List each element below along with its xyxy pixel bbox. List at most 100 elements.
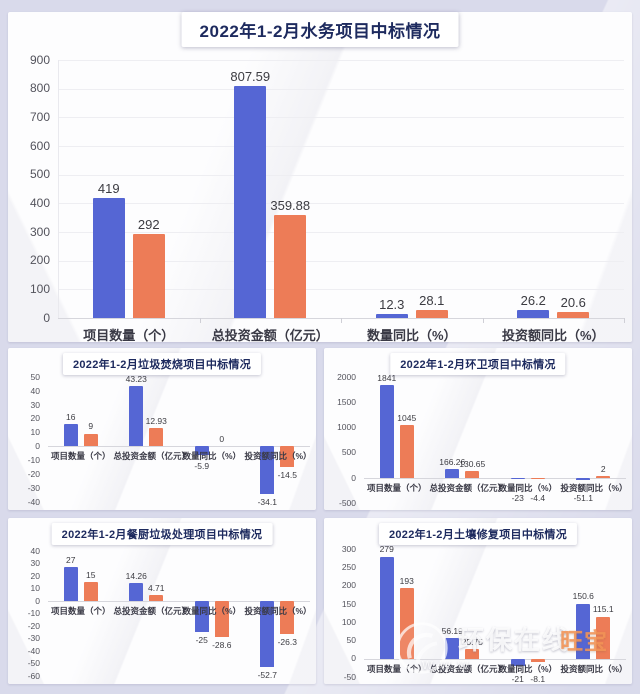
value-label: -25 xyxy=(195,635,208,646)
value-label: -28.6 xyxy=(212,639,232,650)
y-tick-label: 600 xyxy=(29,138,50,153)
category-label: 投资额同比（%） xyxy=(244,606,312,616)
bar-orange xyxy=(132,234,165,318)
value-label: -5.9 xyxy=(194,461,210,472)
y-tick-label: 250 xyxy=(341,562,356,573)
bar-blue xyxy=(510,477,525,480)
gridline xyxy=(58,146,624,147)
bar-orange xyxy=(149,428,164,447)
category-label: 数量同比（%） xyxy=(498,663,558,674)
y-axis-line xyxy=(58,60,59,318)
bar-orange xyxy=(83,582,98,601)
gridline xyxy=(58,232,624,233)
x-axis-line xyxy=(364,477,626,479)
y-tick-label: -40 xyxy=(27,496,40,507)
category-label: 投资额同比（%） xyxy=(501,328,605,342)
bar-blue xyxy=(63,567,78,601)
bar-blue xyxy=(260,601,275,667)
y-tick-label: 800 xyxy=(29,81,50,96)
axis-separator-tick xyxy=(624,318,625,323)
bar-blue xyxy=(194,446,209,455)
y-tick-label: 10 xyxy=(30,583,40,594)
category-label: 投资额同比（%） xyxy=(244,451,312,462)
y-tick-label: -50 xyxy=(343,671,356,682)
waste-incineration-chart-card: 2022年1-2月垃圾焚烧项目中标情况 50 40 30 20 10 0 -10 -20 -30… xyxy=(8,348,316,510)
value-label: 0 xyxy=(219,433,225,444)
bar-blue xyxy=(129,583,144,601)
bar-orange xyxy=(465,649,480,659)
category-label: 数量同比（%） xyxy=(182,451,242,462)
axis-separator-tick xyxy=(199,318,201,323)
y-tick-label: 1500 xyxy=(337,396,356,407)
y-tick-label: 40 xyxy=(30,545,40,556)
chart-title: 2022年1-2月土壤修复项目中标情况 xyxy=(378,523,578,545)
value-label: 1841 xyxy=(377,372,397,383)
value-label: 279 xyxy=(379,544,394,555)
x-axis-line xyxy=(48,601,310,602)
y-tick-label: -30 xyxy=(27,482,40,493)
value-label: 43.23 xyxy=(125,373,147,384)
bar-blue xyxy=(510,658,525,667)
y-tick-label: 100 xyxy=(29,281,50,296)
y-tick-label: -60 xyxy=(27,670,40,681)
y-tick-label: 0 xyxy=(35,441,40,452)
bar-blue xyxy=(194,601,209,633)
y-tick-label: 500 xyxy=(29,167,50,182)
y-tick-label: 20 xyxy=(30,570,40,581)
y-tick-label: -20 xyxy=(27,468,40,479)
y-tick-label: 400 xyxy=(29,195,50,210)
bar-blue xyxy=(379,556,394,659)
value-label: 26.2 xyxy=(520,293,546,309)
x-axis-line xyxy=(48,446,310,448)
value-label: 193 xyxy=(399,575,414,586)
bar-orange xyxy=(530,477,545,480)
y-tick-label: 20 xyxy=(30,413,40,424)
bar-orange xyxy=(415,309,448,318)
sanitation-chart-card: 2022年1-2月环卫项目中标情况 2000 1500 1000 500 0 -500 项目… xyxy=(324,348,632,510)
y-tick-label: 300 xyxy=(341,543,356,554)
y-tick-label: 30 xyxy=(30,558,40,569)
value-label: -4.4 xyxy=(530,492,546,503)
y-tick-label: -40 xyxy=(27,645,40,656)
category-label: 项目数量（个） xyxy=(50,606,111,616)
category-label: 数量同比（%） xyxy=(182,606,242,616)
bar-blue xyxy=(576,477,591,481)
bar-orange xyxy=(83,433,98,447)
y-tick-label: -20 xyxy=(27,620,40,631)
value-label: 14.26 xyxy=(125,570,147,581)
bar-blue xyxy=(129,386,144,447)
axis-separator-tick xyxy=(482,318,484,323)
y-tick-label: 200 xyxy=(29,253,50,268)
value-label: -34.1 xyxy=(257,496,277,507)
y-tick-label: 0 xyxy=(351,653,356,664)
bar-blue xyxy=(260,446,275,494)
chart-title: 2022年1-2月餐厨垃圾处理项目中标情况 xyxy=(51,523,273,545)
value-label: 419 xyxy=(97,180,120,196)
y-tick-label: 0 xyxy=(43,310,50,325)
gridline xyxy=(58,203,624,205)
value-label: 359.88 xyxy=(270,197,311,213)
y-tick-label: 10 xyxy=(30,427,40,438)
value-label: 56.19 xyxy=(441,625,463,636)
x-axis-line xyxy=(364,658,626,660)
category-label: 总投资金额（亿元） xyxy=(113,606,191,616)
gridline xyxy=(58,289,624,291)
y-tick-label: 150 xyxy=(341,598,356,609)
bar-orange xyxy=(280,446,295,467)
bar-orange xyxy=(530,658,545,662)
bar-orange xyxy=(274,214,307,318)
gridline xyxy=(58,260,624,262)
value-label: -26.3 xyxy=(277,636,297,647)
bar-orange xyxy=(399,588,414,659)
value-label: 130.65 xyxy=(459,458,486,469)
bar-blue xyxy=(92,197,125,318)
value-label: 807.59 xyxy=(230,69,271,85)
y-tick-label: 200 xyxy=(341,580,356,591)
value-label: 28.1 xyxy=(419,292,445,308)
value-label: 2 xyxy=(600,463,606,474)
category-label: 数量同比（%） xyxy=(498,482,558,493)
value-label: 9 xyxy=(88,421,94,432)
y-tick-label: 900 xyxy=(29,52,50,67)
y-tick-label: 0 xyxy=(35,595,40,606)
category-label: 投资额同比（%） xyxy=(560,482,628,493)
